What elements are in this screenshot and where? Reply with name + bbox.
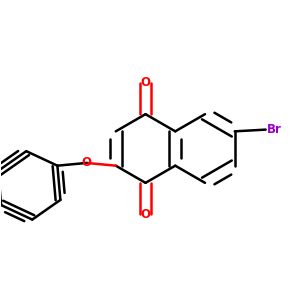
Text: Br: Br	[267, 123, 282, 136]
Text: O: O	[140, 76, 151, 89]
Text: O: O	[82, 156, 92, 170]
Text: O: O	[140, 208, 151, 221]
